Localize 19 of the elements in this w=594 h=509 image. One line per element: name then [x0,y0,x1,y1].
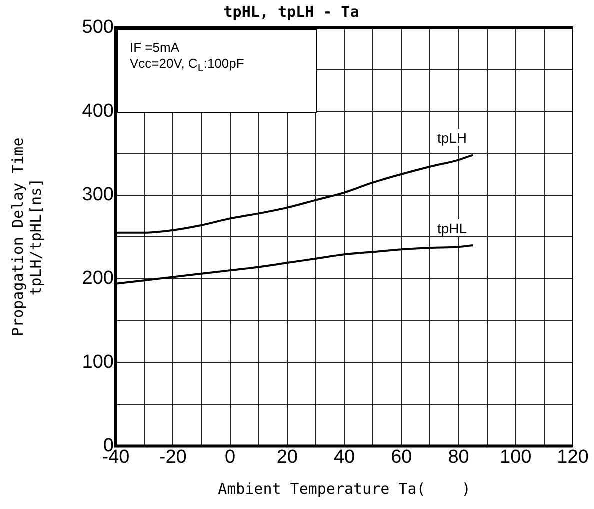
y-tick-label: 300 [82,184,114,206]
y-tick-label: 200 [82,268,114,290]
note-box: IF =5mA Vcc=20V, C$_{L}$:100pF [117,29,317,113]
x-tick-label: 20 [276,446,298,468]
chart-title: tpHL, tpLH - Ta [224,2,360,21]
y-tick-label: 400 [82,100,114,122]
x-tick-label: 60 [391,446,412,468]
x-tick-label: 100 [500,446,532,468]
x-tick-label: -20 [159,446,187,468]
series-label: tpLH [437,130,468,146]
x-tick-label: 120 [557,446,589,468]
x-tick-label: 0 [224,446,236,468]
y-tick-label: 100 [82,352,114,373]
x-tick-label: 40 [334,446,356,468]
y-axis-title: Propagation Delay Time tpLH/tpHL[ns] [8,138,45,336]
x-tick-label: 80 [448,446,470,468]
y-tick-label: 500 [82,17,114,38]
series-label: tpHL [437,220,468,236]
x-axis-title: Ambient Temperature Ta( ) [218,480,471,498]
